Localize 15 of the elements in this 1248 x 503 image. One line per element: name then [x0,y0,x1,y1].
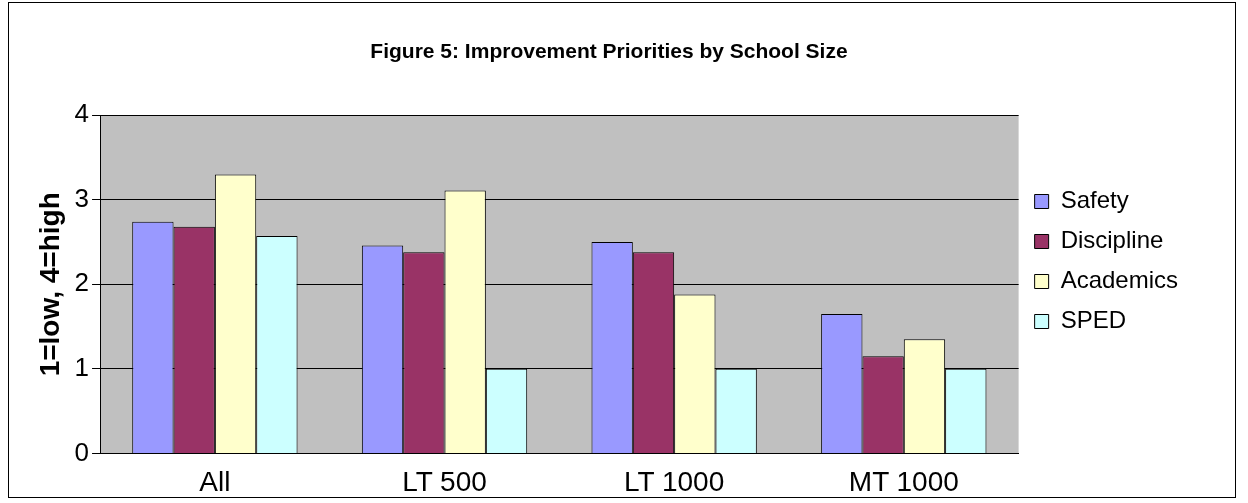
legend-label: Safety [1060,186,1129,214]
y-tick-label: 2 [74,267,90,298]
x-tick-label: LT 500 [402,465,487,497]
x-tick-label: LT 1000 [624,465,725,497]
y-tick-label: 0 [74,436,90,467]
y-tick-label: 1 [74,352,90,383]
legend-label: SPED [1060,306,1126,334]
y-axis-title: 1=low, 4=high [33,192,65,377]
y-tick-label: 3 [74,182,90,213]
x-tick-label: All [199,465,231,497]
y-tick-label: 4 [74,98,90,129]
legend-label: Academics [1060,266,1178,294]
chart-title: Figure 5: Improvement Priorities by School Size [370,39,848,63]
legend-label: Discipline [1060,226,1164,254]
x-tick-label: MT 1000 [848,465,959,497]
